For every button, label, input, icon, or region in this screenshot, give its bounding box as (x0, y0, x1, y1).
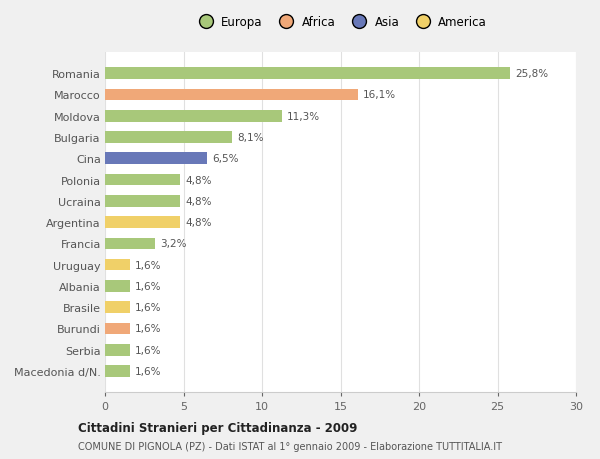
Text: 1,6%: 1,6% (135, 281, 161, 291)
Bar (105, 217, 181, 229)
Text: 6,5%: 6,5% (212, 154, 238, 164)
Text: 25,8%: 25,8% (515, 69, 548, 79)
Text: 1,6%: 1,6% (135, 366, 161, 376)
Text: 4,8%: 4,8% (185, 196, 212, 207)
Text: 16,1%: 16,1% (362, 90, 395, 100)
Bar (105, 344, 130, 356)
Bar (105, 174, 181, 186)
Bar (105, 196, 181, 207)
Legend: Europa, Africa, Asia, America: Europa, Africa, Asia, America (190, 11, 491, 34)
Text: 1,6%: 1,6% (135, 345, 161, 355)
Text: 4,8%: 4,8% (185, 218, 212, 228)
Bar (105, 365, 130, 377)
Text: 4,8%: 4,8% (185, 175, 212, 185)
Bar (105, 238, 155, 250)
Bar (105, 302, 130, 313)
Bar (105, 259, 130, 271)
Text: 1,6%: 1,6% (135, 324, 161, 334)
Text: COMUNE DI PIGNOLA (PZ) - Dati ISTAT al 1° gennaio 2009 - Elaborazione TUTTITALIA: COMUNE DI PIGNOLA (PZ) - Dati ISTAT al 1… (78, 441, 502, 451)
Text: 11,3%: 11,3% (287, 112, 320, 122)
Bar (105, 323, 130, 335)
Bar (105, 153, 207, 165)
Text: 3,2%: 3,2% (160, 239, 187, 249)
Text: 1,6%: 1,6% (135, 260, 161, 270)
Bar (105, 111, 283, 123)
Text: Cittadini Stranieri per Cittadinanza - 2009: Cittadini Stranieri per Cittadinanza - 2… (78, 421, 358, 434)
Text: 1,6%: 1,6% (135, 302, 161, 313)
Bar (105, 68, 510, 80)
Text: 8,1%: 8,1% (237, 133, 263, 143)
Bar (105, 280, 130, 292)
Bar (105, 90, 358, 101)
Bar (105, 132, 232, 144)
